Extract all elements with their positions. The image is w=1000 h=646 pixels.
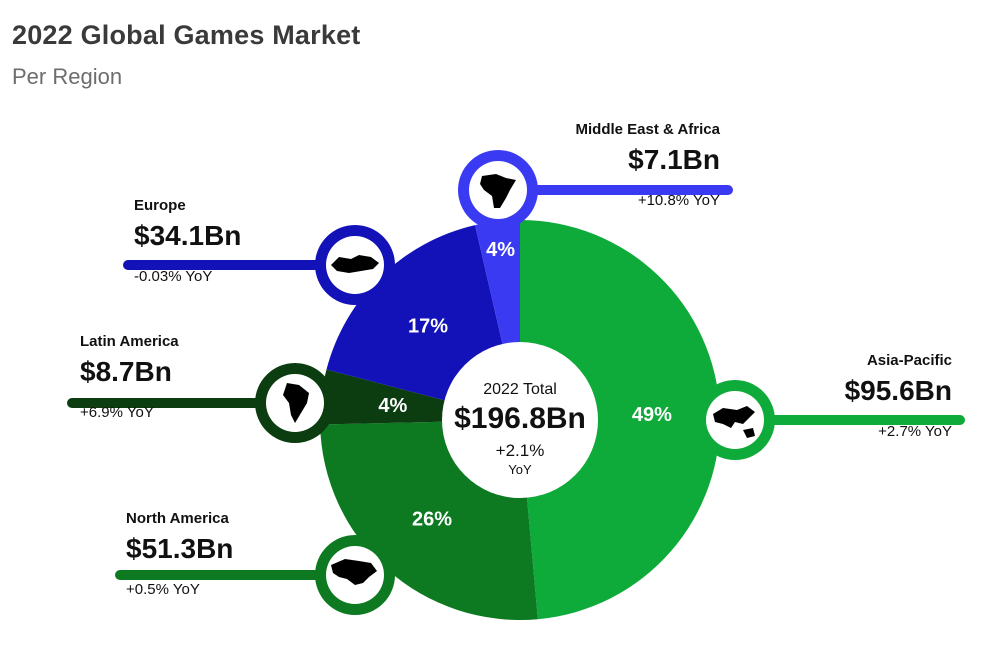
chart-subtitle: Per Region: [12, 64, 123, 89]
region-name: Asia-Pacific: [866, 352, 952, 369]
percent-label: 4%: [486, 239, 515, 261]
north-america-map-icon: [331, 559, 377, 585]
region-yoy: +2.7% YoY: [878, 423, 952, 440]
center-hole: [442, 342, 598, 498]
center-total-label: 2022 Total: [483, 381, 557, 398]
slice-asia-pacific: [520, 219, 721, 620]
region-value: $8.7Bn: [80, 356, 172, 387]
region-yoy: +6.9% YoY: [80, 404, 154, 421]
percent-label: 17%: [408, 315, 448, 337]
region-value: $95.6Bn: [844, 375, 952, 406]
region-name: North America: [126, 510, 229, 527]
callout-europe: Europe $34.1Bn -0.03% YoY: [134, 197, 334, 285]
asia-pacific-map-icon: [713, 406, 755, 438]
region-value: $51.3Bn: [126, 533, 234, 564]
center-growth-unit: YoY: [508, 462, 532, 477]
region-name: Europe: [134, 197, 186, 214]
latin-america-map-icon: [283, 383, 309, 423]
callout-north-america: North America $51.3Bn +0.5% YoY: [126, 510, 326, 598]
region-yoy: -0.03% YoY: [134, 268, 213, 285]
region-yoy: +0.5% YoY: [126, 581, 200, 598]
percent-label: 49%: [632, 404, 672, 426]
region-yoy: +10.8% YoY: [637, 192, 720, 209]
callout-latin-america: Latin America $8.7Bn +6.9% YoY: [80, 333, 280, 421]
center-total-value: $196.8Bn: [454, 402, 586, 435]
region-value: $7.1Bn: [628, 144, 720, 175]
percent-label: 4%: [378, 395, 407, 417]
europe-map-icon: [331, 255, 379, 273]
center-growth: +2.1%: [496, 441, 545, 460]
region-name: Middle East & Africa: [575, 121, 720, 138]
region-value: $34.1Bn: [134, 220, 242, 251]
chart-title: 2022 Global Games Market: [12, 20, 361, 50]
region-name: Latin America: [80, 333, 179, 350]
africa-map-icon: [480, 174, 516, 208]
callout-asia-pacific: Asia-Pacific $95.6Bn +2.7% YoY: [752, 352, 952, 440]
percent-label: 26%: [412, 508, 452, 530]
callout-middle-east-africa: Middle East & Africa $7.1Bn +10.8% YoY: [520, 121, 720, 209]
